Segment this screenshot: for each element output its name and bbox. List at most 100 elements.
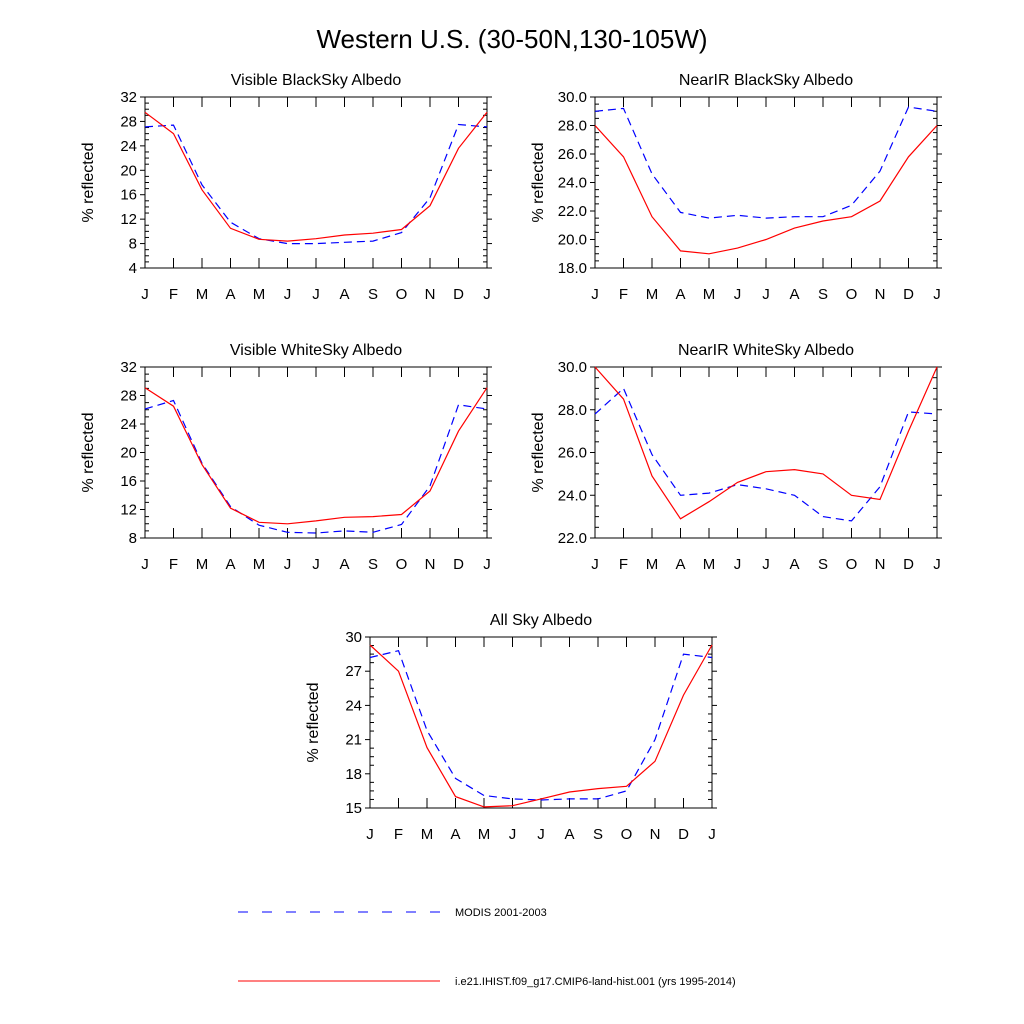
x-tick-label: M bbox=[421, 826, 434, 843]
x-tick-label: J bbox=[483, 286, 491, 303]
panel-title: Visible WhiteSky Albedo bbox=[230, 342, 402, 359]
y-tick-label: 28 bbox=[120, 388, 137, 405]
y-tick-label: 22.0 bbox=[558, 530, 587, 547]
panel-title: NearIR WhiteSky Albedo bbox=[678, 342, 854, 359]
x-tick-label: J bbox=[284, 286, 292, 303]
x-tick-label: S bbox=[368, 286, 378, 303]
y-tick-label: 20.0 bbox=[558, 232, 587, 249]
y-axis-label: % reflected bbox=[530, 142, 547, 222]
series-line-model bbox=[594, 366, 938, 520]
series-line-modis bbox=[144, 123, 488, 245]
x-tick-label: M bbox=[478, 826, 491, 843]
y-axis-label: % reflected bbox=[80, 142, 97, 222]
x-tick-label: D bbox=[453, 286, 464, 303]
x-tick-label: D bbox=[453, 556, 464, 573]
x-tick-label: S bbox=[593, 826, 603, 843]
x-tick-label: N bbox=[425, 556, 436, 573]
x-tick-label: N bbox=[425, 286, 436, 303]
y-tick-label: 32 bbox=[120, 89, 137, 106]
x-tick-label: A bbox=[225, 556, 235, 573]
y-axis-label: % reflected bbox=[305, 682, 322, 762]
y-tick-label: 21 bbox=[345, 732, 362, 749]
x-tick-label: A bbox=[225, 286, 235, 303]
series-line-model bbox=[369, 644, 713, 808]
x-tick-label: A bbox=[789, 556, 799, 573]
y-tick-label: 22.0 bbox=[558, 203, 587, 220]
y-tick-label: 15 bbox=[345, 800, 362, 817]
x-tick-label: J bbox=[762, 286, 770, 303]
y-tick-label: 30.0 bbox=[558, 89, 587, 106]
x-tick-label: M bbox=[703, 556, 716, 573]
x-tick-label: F bbox=[619, 556, 628, 573]
x-tick-label: S bbox=[818, 556, 828, 573]
x-tick-label: O bbox=[396, 556, 408, 573]
plot-frame bbox=[594, 366, 938, 539]
x-tick-label: A bbox=[564, 826, 574, 843]
x-tick-label: M bbox=[703, 286, 716, 303]
y-axis-label: % reflected bbox=[530, 412, 547, 492]
x-tick-label: J bbox=[141, 286, 149, 303]
x-tick-label: O bbox=[846, 556, 858, 573]
x-tick-label: J bbox=[591, 556, 599, 573]
x-tick-label: A bbox=[675, 556, 685, 573]
y-tick-label: 27 bbox=[345, 663, 362, 680]
legend-label-modis: MODIS 2001-2003 bbox=[455, 907, 547, 919]
x-tick-label: N bbox=[875, 286, 886, 303]
y-tick-label: 28.0 bbox=[558, 118, 587, 135]
legend-label-model: i.e21.IHIST.f09_g17.CMIP6-land-hist.001 … bbox=[455, 976, 736, 988]
y-tick-label: 4 bbox=[129, 260, 137, 277]
series-line-model bbox=[594, 125, 938, 255]
panel-title: All Sky Albedo bbox=[490, 612, 592, 629]
x-tick-label: J bbox=[537, 826, 545, 843]
x-tick-label: M bbox=[196, 286, 209, 303]
figure-title: Western U.S. (30-50N,130-105W) bbox=[316, 24, 707, 54]
x-tick-label: D bbox=[678, 826, 689, 843]
x-tick-label: J bbox=[933, 556, 941, 573]
series-line-model bbox=[144, 111, 488, 242]
x-tick-label: A bbox=[675, 286, 685, 303]
x-tick-label: A bbox=[339, 556, 349, 573]
y-tick-label: 12 bbox=[120, 502, 137, 519]
y-tick-label: 8 bbox=[129, 530, 137, 547]
x-tick-label: S bbox=[368, 556, 378, 573]
series-line-modis bbox=[369, 649, 713, 801]
x-tick-label: O bbox=[846, 286, 858, 303]
y-tick-label: 16 bbox=[120, 187, 137, 204]
x-tick-label: J bbox=[933, 286, 941, 303]
x-tick-label: N bbox=[875, 556, 886, 573]
y-tick-label: 30 bbox=[345, 629, 362, 646]
x-tick-label: N bbox=[650, 826, 661, 843]
x-tick-label: J bbox=[312, 286, 320, 303]
x-tick-label: J bbox=[591, 286, 599, 303]
panel-title: NearIR BlackSky Albedo bbox=[679, 72, 853, 89]
x-tick-label: D bbox=[903, 286, 914, 303]
x-tick-label: J bbox=[141, 556, 149, 573]
x-tick-label: F bbox=[619, 286, 628, 303]
x-tick-label: M bbox=[196, 556, 209, 573]
series-line-model bbox=[144, 387, 488, 525]
x-tick-label: M bbox=[253, 286, 266, 303]
x-tick-label: M bbox=[646, 286, 659, 303]
y-tick-label: 12 bbox=[120, 211, 137, 228]
y-tick-label: 32 bbox=[120, 359, 137, 376]
series-line-modis bbox=[594, 387, 938, 522]
x-tick-label: M bbox=[253, 556, 266, 573]
y-tick-label: 24 bbox=[120, 416, 137, 433]
x-tick-label: S bbox=[818, 286, 828, 303]
x-tick-label: J bbox=[708, 826, 716, 843]
x-tick-label: O bbox=[396, 286, 408, 303]
x-tick-label: J bbox=[734, 286, 742, 303]
plot-frame bbox=[594, 96, 938, 269]
x-tick-label: F bbox=[394, 826, 403, 843]
x-tick-label: O bbox=[621, 826, 633, 843]
x-tick-label: J bbox=[312, 556, 320, 573]
y-axis-label: % reflected bbox=[80, 412, 97, 492]
x-tick-label: J bbox=[284, 556, 292, 573]
y-tick-label: 8 bbox=[129, 236, 137, 253]
y-tick-label: 26.0 bbox=[558, 146, 587, 163]
x-tick-label: J bbox=[509, 826, 517, 843]
